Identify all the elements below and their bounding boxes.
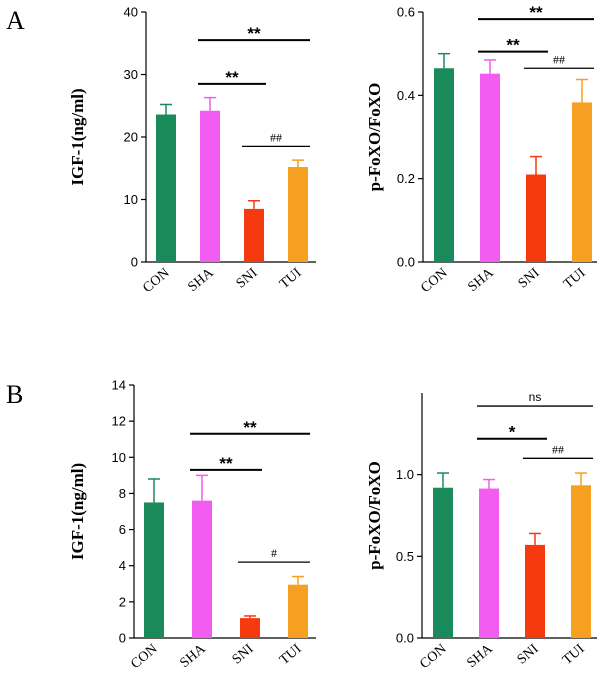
y-axis-label: p-FoXO/FoXO [365,461,384,570]
significance-label: ** [219,454,233,473]
category-label-sha: SHA [177,641,209,671]
category-label-sni: SNI [234,265,261,291]
bar-tui [571,485,591,638]
category-label-sni: SNI [516,265,543,291]
bar-tui [288,167,308,262]
bar-sha [480,73,500,263]
y-tick-label: 0.6 [397,5,415,20]
bar-tui [572,102,592,263]
chart-b-pfoxo: 0.0 0.5 1.0 p-FoXO/FoXO CON SHA SNI TUI ns * ## [365,390,597,672]
category-label-sha: SHA [464,641,496,671]
bar-sni [526,174,546,262]
y-tick-label: 1.0 [396,467,414,482]
bar-sni [244,208,264,262]
chart-a-igf1: 0 10 20 30 40 IGF-1(ng/ml) CON SHA SNI TUI ** ** ## [68,5,316,296]
significance-label: ## [270,130,282,144]
y-tick-label: 10 [124,192,138,207]
category-label-sha: SHA [185,265,217,295]
significance-label: ** [529,3,543,22]
bar-tui [288,584,308,638]
category-label-tui: TUI [277,265,305,292]
bar-sni [525,544,545,638]
significance-label: ## [552,442,564,456]
y-tick-label: 0.5 [396,549,414,564]
significance-label: ## [553,52,565,66]
category-label-sha: SHA [465,265,497,295]
significance-label: # [271,546,277,560]
panel-label-a: A [6,6,25,35]
significance-label: ** [243,418,257,437]
y-tick-label: 12 [112,414,126,429]
bar-sha [479,488,499,638]
category-label-con: CON [418,266,450,296]
category-label-sni: SNI [515,641,542,667]
significance-label: ns [529,390,542,404]
y-tick-label: 0.2 [397,171,415,186]
significance-label: ** [247,24,261,43]
y-tick-label: 30 [124,67,138,82]
bar-con [433,487,453,638]
significance-label: * [509,423,516,442]
panel-label-b: B [6,380,23,409]
y-tick-label: 0 [131,255,138,270]
bar-con [156,114,176,262]
y-axis-label: p-FoXO/FoXO [365,83,384,192]
y-tick-label: 10 [112,450,126,465]
y-tick-label: 4 [119,558,126,573]
y-tick-label: 0.4 [397,88,415,103]
y-axis-label: IGF-1(ng/ml) [68,463,87,560]
y-tick-label: 0.0 [397,255,415,270]
category-label-tui: TUI [277,641,305,668]
significance-label: ** [225,68,239,87]
category-label-con: CON [140,266,172,296]
significance-label: ** [506,36,520,55]
chart-b-igf1: 0 2 4 6 8 10 12 14 IGF-1(ng/ml) CON SHA SNI TUI ** ** # [68,378,316,672]
category-label-sni: SNI [230,641,257,667]
y-tick-label: 14 [112,378,126,393]
y-tick-label: 8 [119,486,126,501]
y-tick-label: 2 [119,594,126,609]
bar-sha [192,500,212,638]
chart-a-pfoxo: 0.0 0.2 0.4 0.6 p-FoXO/FoXO CON SHA SNI TUI ** ** #… [365,3,597,296]
y-tick-label: 6 [119,522,126,537]
category-label-con: CON [417,642,449,672]
bar-con [144,502,164,638]
y-axis-label: IGF-1(ng/ml) [68,88,87,185]
y-tick-label: 40 [124,5,138,20]
y-tick-label: 0 [119,631,126,646]
bar-sni [240,618,260,638]
category-label-con: CON [128,642,160,672]
category-label-tui: TUI [561,265,589,292]
y-tick-label: 20 [124,130,138,145]
bar-sha [200,110,220,262]
category-label-tui: TUI [560,641,588,668]
y-tick-label: 0.0 [396,631,414,646]
bar-con [434,68,454,262]
